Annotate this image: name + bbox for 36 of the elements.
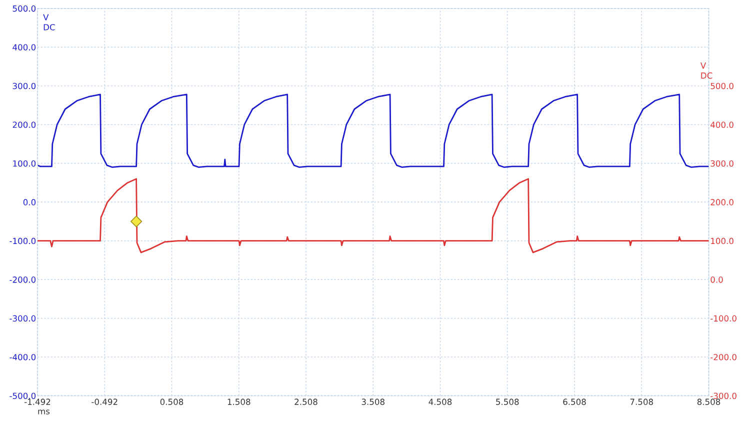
y-tick-label: 300.0 bbox=[12, 82, 36, 90]
y-tick-label: 0.0 bbox=[23, 199, 36, 206]
y2-tick-label: 100.0 bbox=[711, 238, 734, 244]
line-series bbox=[38, 178, 709, 254]
x-tick-label: 5.508 bbox=[496, 398, 519, 405]
x-tick-label: 6.508 bbox=[563, 398, 586, 405]
y2-tick-label: -100.0 bbox=[710, 315, 736, 322]
y-tick-label: 200.0 bbox=[12, 122, 36, 128]
y2-tick-label: 200.0 bbox=[710, 199, 734, 206]
y-tick-label: 400.0 bbox=[12, 44, 36, 50]
y2-tick-label: 400.0 bbox=[710, 122, 734, 128]
y2-tick-label: -200.0 bbox=[710, 354, 736, 360]
y-tick-label: 500.0 bbox=[12, 5, 36, 12]
y-tick-label: -400.0 bbox=[10, 354, 36, 360]
x-tick-label: 1.508 bbox=[228, 398, 250, 405]
x-tick-label: 3.508 bbox=[362, 398, 384, 405]
y2-tick-label: 300.0 bbox=[710, 160, 734, 167]
y-tick-label: -200.0 bbox=[10, 276, 36, 283]
y2-axis-title: V DC bbox=[700, 62, 712, 79]
y-tick-label: -100.0 bbox=[10, 238, 36, 244]
y-tick-label: -500.0 bbox=[10, 392, 36, 400]
x-tick-label: 8.508 bbox=[697, 398, 720, 405]
x-tick-label: 0.508 bbox=[160, 398, 184, 405]
y2-tick-label: 0.0 bbox=[710, 276, 723, 283]
x-tick-label: 2.508 bbox=[294, 398, 318, 405]
x-axis-title: ms bbox=[38, 410, 50, 414]
x-tick-label: 7.508 bbox=[630, 398, 653, 405]
x-tick-label: -0.492 bbox=[92, 398, 118, 405]
y-axis-title: V DC bbox=[43, 14, 55, 30]
y-tick-label: 100.0 bbox=[13, 160, 36, 167]
x-tick-label: 4.508 bbox=[428, 398, 452, 405]
x-tick-label: -1.492 bbox=[24, 398, 50, 405]
y2-tick-label: -300.0 bbox=[710, 392, 736, 400]
y-tick-label: -300.0 bbox=[10, 315, 36, 322]
y2-tick-label: 500.0 bbox=[710, 82, 734, 90]
line-series bbox=[38, 94, 709, 168]
